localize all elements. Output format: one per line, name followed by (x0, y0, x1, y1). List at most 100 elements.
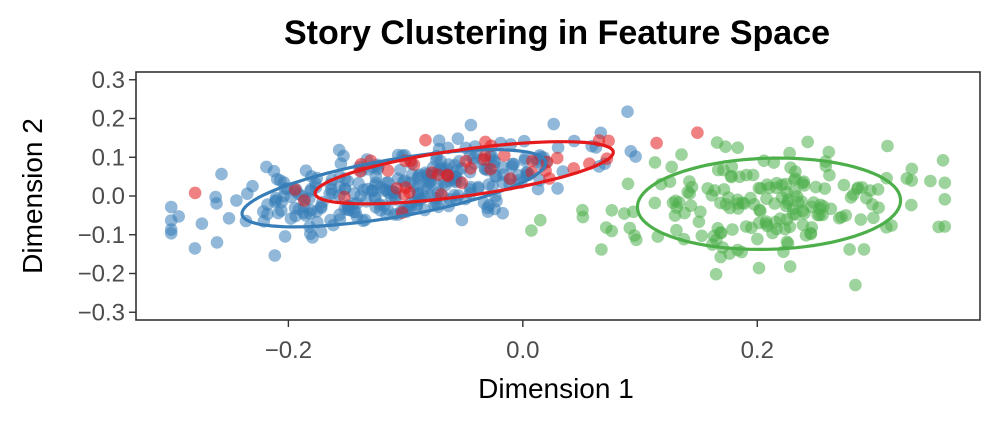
data-point (695, 229, 709, 243)
data-point (710, 136, 724, 149)
data-point (222, 212, 236, 225)
data-point (230, 194, 243, 207)
data-point (789, 165, 802, 178)
data-point (496, 161, 510, 174)
data-point (630, 233, 643, 247)
data-point (938, 193, 952, 206)
data-point (857, 243, 871, 256)
points-layer (164, 105, 952, 292)
data-point (837, 178, 851, 192)
y-tick-label: 0.2 (92, 106, 125, 133)
data-point (717, 183, 731, 196)
data-point (864, 184, 877, 197)
data-point (381, 164, 395, 177)
data-point (648, 196, 662, 210)
data-point (769, 215, 782, 229)
data-point (314, 225, 328, 239)
data-point (766, 226, 779, 240)
x-tick-label: −0.2 (265, 337, 312, 364)
data-point (172, 210, 185, 223)
data-point (271, 206, 285, 220)
data-point (691, 126, 704, 139)
data-point (621, 105, 634, 118)
data-point (900, 172, 914, 185)
data-point (683, 187, 696, 200)
data-point (526, 154, 539, 168)
data-point (932, 220, 945, 234)
data-point (464, 162, 477, 175)
data-point (707, 229, 721, 243)
data-point (670, 223, 683, 237)
data-point (726, 223, 739, 236)
data-point (694, 205, 707, 219)
data-point (210, 197, 223, 210)
data-point (268, 249, 282, 262)
data-point (849, 278, 862, 292)
confidence-ellipse (313, 140, 615, 206)
data-point (260, 160, 273, 174)
data-point (783, 220, 797, 234)
data-point (576, 210, 590, 224)
data-point (650, 136, 663, 150)
data-point (441, 169, 455, 183)
data-point (341, 174, 355, 188)
data-point (813, 208, 826, 222)
data-point (278, 230, 292, 243)
data-point (905, 162, 919, 176)
data-point (464, 118, 478, 132)
data-point (684, 199, 698, 212)
data-point (872, 201, 885, 214)
data-point (324, 213, 337, 227)
data-point (338, 190, 351, 204)
data-point (781, 196, 794, 210)
y-axis-title: Dimension 2 (17, 118, 48, 274)
confidence-ellipse (635, 156, 903, 252)
x-tick-label: 0.0 (506, 337, 539, 364)
data-point (669, 194, 682, 208)
data-point (432, 134, 446, 147)
data-point (905, 198, 918, 212)
ellipse-layer (240, 140, 903, 252)
data-point (717, 163, 730, 177)
data-point (796, 218, 810, 232)
data-point (498, 149, 511, 162)
data-point (369, 179, 382, 192)
data-point (451, 164, 464, 177)
data-point (215, 167, 228, 181)
data-point (854, 213, 868, 226)
data-point (341, 203, 355, 216)
data-point (599, 221, 613, 234)
data-point (623, 221, 637, 235)
data-point (618, 207, 631, 220)
data-point (731, 141, 744, 154)
data-point (763, 181, 776, 195)
data-point (484, 162, 497, 176)
data-point (751, 232, 764, 246)
data-point (714, 196, 727, 210)
data-point (629, 150, 642, 163)
data-point (550, 151, 564, 165)
data-point (419, 133, 432, 147)
data-point (525, 224, 538, 237)
data-point (739, 220, 753, 233)
data-point (347, 187, 361, 200)
data-point (188, 242, 202, 255)
data-point (551, 141, 565, 154)
data-point (665, 160, 678, 174)
data-point (289, 209, 302, 223)
data-point (421, 182, 434, 195)
x-axis-title: Dimension 1 (478, 373, 634, 404)
data-point (754, 204, 767, 218)
data-point (760, 192, 773, 206)
data-point (809, 180, 823, 194)
data-point (843, 243, 856, 256)
data-point (733, 170, 746, 184)
data-point (797, 179, 811, 192)
data-point (775, 178, 789, 192)
data-point (881, 139, 894, 153)
data-point (746, 168, 760, 182)
data-point (752, 216, 766, 230)
data-point (455, 176, 469, 190)
data-point (675, 148, 688, 161)
